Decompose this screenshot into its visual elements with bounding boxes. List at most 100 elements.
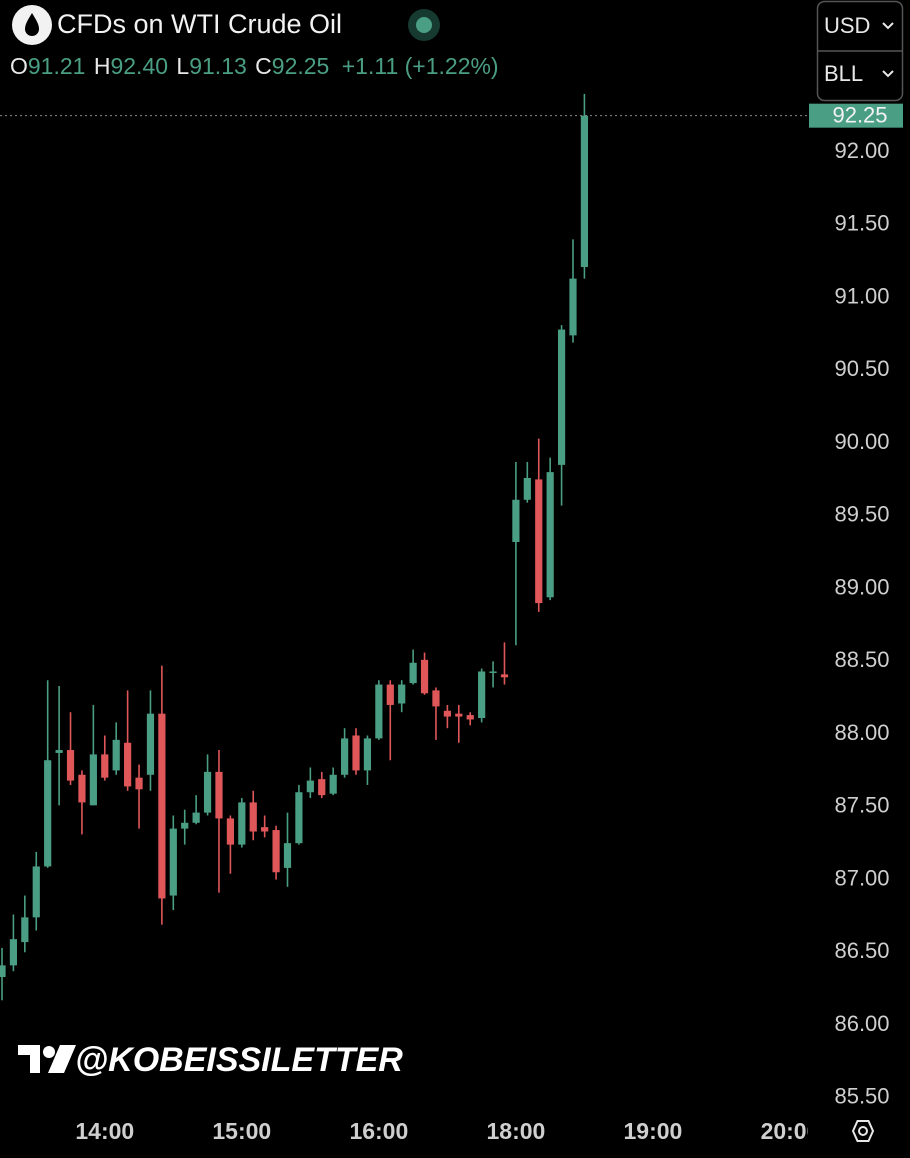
unit[interactable]: BLL xyxy=(824,61,863,86)
x-tick-label: 20:00 xyxy=(761,1118,820,1144)
tv-logo xyxy=(48,1045,76,1073)
body xyxy=(181,822,189,829)
hexagon-dot xyxy=(858,1126,868,1136)
ohlc-value: 91.21 xyxy=(28,53,86,79)
hexagon-icon xyxy=(851,1120,875,1142)
x-tick-label: 19:00 xyxy=(624,1118,683,1144)
body xyxy=(226,818,234,845)
body xyxy=(432,690,440,707)
body xyxy=(455,713,463,717)
y-tick-label: 89.00 xyxy=(834,574,889,599)
body xyxy=(478,671,486,719)
status-dot xyxy=(416,17,432,33)
body xyxy=(580,115,589,267)
ohlc-label: O xyxy=(10,53,28,79)
body xyxy=(66,750,75,781)
tv-logo xyxy=(18,1045,40,1073)
body xyxy=(569,278,577,336)
body xyxy=(238,802,246,845)
y-tick-label: 85.50 xyxy=(834,1084,889,1109)
body xyxy=(341,738,349,775)
body xyxy=(443,710,451,717)
body xyxy=(535,479,543,604)
x-tick-label: 16:00 xyxy=(349,1118,408,1144)
body xyxy=(272,830,280,873)
overlay: 92.25 xyxy=(0,102,903,128)
body xyxy=(261,827,269,832)
body xyxy=(329,774,337,794)
body xyxy=(489,671,497,673)
currency[interactable]: USD xyxy=(824,13,870,38)
chevron xyxy=(882,70,894,78)
y-tick-label: 90.50 xyxy=(834,356,889,381)
ohlc-label: H xyxy=(94,53,111,79)
body xyxy=(169,828,177,896)
body xyxy=(398,684,406,704)
body xyxy=(375,684,383,739)
y-tick-label: 89.50 xyxy=(834,502,889,527)
body xyxy=(9,939,18,966)
body xyxy=(112,739,120,771)
body xyxy=(215,771,223,819)
y-tick-label: 88.50 xyxy=(834,647,889,672)
ohlc-row: O91.21 H92.40 L91.13 C92.25 +1.11 (+1.22… xyxy=(10,53,499,79)
x-tick-label: 18:00 xyxy=(486,1118,545,1144)
body xyxy=(146,713,155,775)
ohlc-label: L xyxy=(176,53,189,79)
body xyxy=(557,329,566,465)
body xyxy=(283,843,292,868)
body xyxy=(101,754,109,778)
y-tick-label: 87.50 xyxy=(834,793,889,818)
body xyxy=(192,812,200,823)
tv-logo xyxy=(43,1046,55,1058)
body xyxy=(249,802,257,832)
candles xyxy=(0,93,589,1001)
x-axis: 14:00 15:00 16:00 18:00 19:00 20:00 xyxy=(75,1118,820,1144)
droplet xyxy=(25,13,39,36)
body xyxy=(420,659,429,694)
body xyxy=(203,771,212,813)
body xyxy=(135,777,143,790)
body xyxy=(500,674,509,678)
body xyxy=(363,738,372,771)
body xyxy=(466,715,474,720)
body xyxy=(89,754,97,806)
body xyxy=(386,684,394,705)
ohlc-label: C xyxy=(255,53,272,79)
body xyxy=(512,499,520,542)
y-tick-label: 91.00 xyxy=(834,283,889,308)
y-tick-label: 86.50 xyxy=(834,938,889,963)
y-tick-label: 91.50 xyxy=(834,211,889,236)
unit-selector[interactable]: USD BLL xyxy=(816,0,904,102)
settings-button[interactable] xyxy=(851,1120,875,1142)
body xyxy=(352,735,360,771)
body xyxy=(124,742,132,787)
y-axis: 85.50 86.00 86.50 87.00 87.50 88.00 88.50 89.00… xyxy=(834,138,889,1109)
y-tick-label: 92.00 xyxy=(834,138,889,163)
ohlc-value: 91.13 xyxy=(189,53,247,79)
y-tick-label: 88.00 xyxy=(834,720,889,745)
body xyxy=(44,760,52,867)
body xyxy=(78,774,86,803)
chevron xyxy=(882,22,894,30)
x-tick-label: 15:00 xyxy=(212,1118,271,1144)
body xyxy=(55,750,63,753)
y-tick-label: 87.00 xyxy=(834,865,889,890)
y-tick-label: 90.00 xyxy=(834,429,889,454)
body xyxy=(523,477,531,500)
x-tick-label: 14:00 xyxy=(75,1118,134,1144)
body xyxy=(306,780,314,793)
body xyxy=(546,472,554,598)
y-tick-label: 86.00 xyxy=(834,1011,889,1036)
watermark-text: @KOBEISSILETTER xyxy=(75,1041,403,1079)
ohlc-value: 92.40 xyxy=(110,53,168,79)
ohlc-value: 92.25 xyxy=(272,53,330,79)
last-price-tag xyxy=(809,103,903,128)
watermark: @KOBEISSILETTER xyxy=(18,1041,403,1079)
header: CFDs on WTI Crude Oil O91.21 H92.40 L91.… xyxy=(10,5,499,79)
body xyxy=(318,779,326,796)
body xyxy=(295,792,303,844)
body xyxy=(409,662,417,684)
